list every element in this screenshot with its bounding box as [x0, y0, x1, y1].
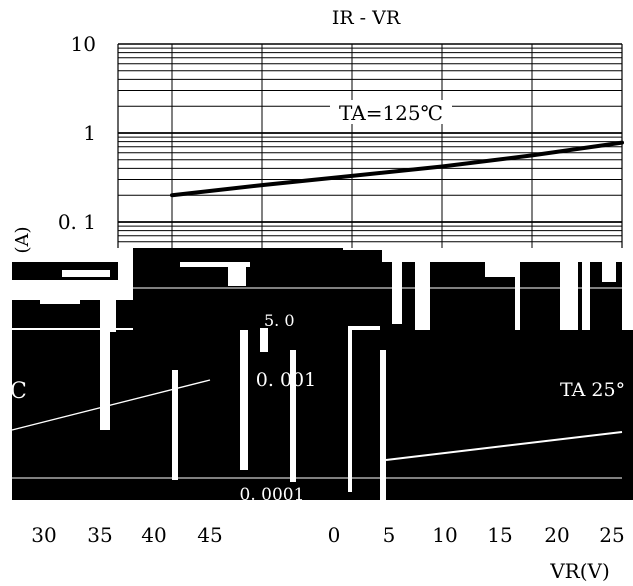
corrupt-gap	[100, 330, 110, 430]
chart-title: IR - VR	[332, 7, 401, 29]
x-axis-label: VR(V)	[549, 559, 610, 583]
y-tick-label-lower: 0. 0001	[240, 485, 305, 505]
corrupt-gap	[100, 282, 116, 332]
corrupt-block	[150, 480, 340, 490]
x-tick-label: 15	[487, 523, 512, 547]
y-tick-label-lower: 0. 001	[256, 369, 316, 391]
y-tick-label: 10	[71, 32, 96, 56]
corrupt-gap	[228, 262, 246, 286]
series-label-ta125: TA=125℃	[339, 101, 443, 125]
top-panel-grid	[117, 43, 623, 248]
corrupt-gap	[40, 300, 80, 304]
corrupt-gap	[240, 330, 248, 470]
curves-layer	[170, 140, 624, 198]
x-tick-label: 25	[599, 523, 624, 547]
corrupt-gap	[560, 262, 578, 330]
corrupt-gap	[13, 254, 105, 260]
corrupted-lower-panel	[11, 248, 633, 500]
x-tick-label: 0	[328, 523, 341, 547]
x-tick-label: 20	[544, 523, 569, 547]
corrupt-block	[352, 330, 633, 500]
x-tick-label: 5	[383, 523, 396, 547]
corrupt-gap	[392, 262, 402, 324]
y-axis-label: (A)	[12, 226, 33, 253]
garbled-label: R	[232, 268, 246, 289]
y-tick-label: 1	[83, 121, 96, 145]
series-line-ta125	[170, 140, 624, 198]
corrupt-curve-left	[11, 379, 211, 431]
corrupt-block	[260, 265, 312, 325]
series-label-bg	[330, 100, 452, 124]
corrupt-gap	[62, 270, 110, 277]
garbled-label: 5. 0	[264, 311, 295, 330]
annotation-ta25: TA 25°	[560, 379, 625, 401]
corrupt-curve-right	[385, 431, 623, 461]
x-tick-label: 45	[197, 523, 222, 547]
x-tick-label: 30	[31, 523, 56, 547]
annotation-c: C	[10, 379, 27, 404]
corrupt-gap	[602, 262, 616, 282]
x-tick-label: 40	[141, 523, 166, 547]
y-tick-label: 0. 1	[58, 210, 96, 234]
labels-layer: IR - VR 10 1 0. 1 TA=125℃ (A) 0. 001 0. 0001 5. …	[10, 7, 625, 583]
corrupt-gap	[380, 350, 386, 500]
corrupt-block	[12, 300, 272, 328]
x-tick-label: 35	[87, 523, 112, 547]
corrupt-gap	[180, 262, 250, 267]
corrupt-gap	[485, 262, 515, 277]
corrupt-block	[12, 492, 622, 500]
corrupt-gap	[290, 350, 296, 482]
corrupt-gap	[260, 328, 268, 352]
x-tick-label: 10	[432, 523, 457, 547]
corrupt-gap	[172, 370, 178, 480]
corrupt-block	[300, 320, 348, 500]
